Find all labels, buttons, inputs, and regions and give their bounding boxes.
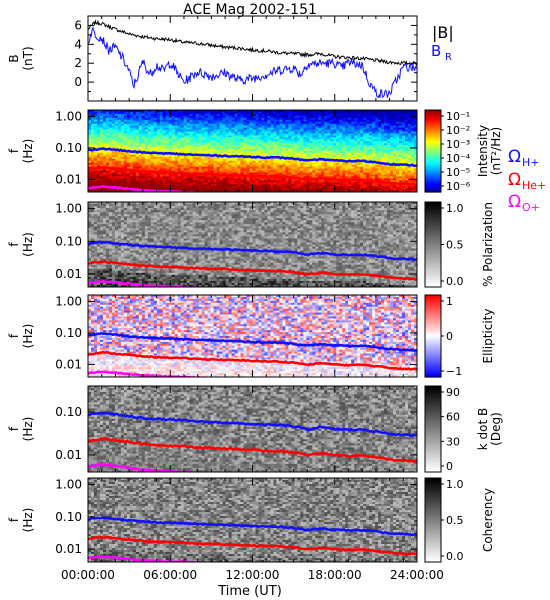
colorbar-tick-label: 10⁻⁶ — [446, 180, 471, 193]
legend-b-r: B — [431, 42, 441, 60]
y-tick-label: 0.10 — [55, 141, 82, 155]
colorbar-tick-label: 10⁻¹ — [446, 110, 470, 123]
y-tick-label: 6 — [74, 18, 82, 32]
series-b-total — [88, 21, 417, 65]
colorbar-tick-label: 10⁻⁵ — [446, 166, 470, 179]
legend-b-total: |B| — [432, 23, 454, 42]
y-tick-label: 0.01 — [55, 172, 82, 186]
y-tick-label: 1.00 — [55, 109, 82, 123]
y-tick-label: 2 — [74, 56, 82, 70]
legend-b-r-subscript: R — [445, 52, 452, 63]
y-tick-label: 0 — [74, 75, 82, 89]
colorbar-tick-label: 10⁻² — [446, 124, 470, 137]
y-axis-label: f — [7, 148, 21, 153]
colorbar-label: Intensity — [476, 125, 490, 177]
y-tick-label: 4 — [74, 37, 82, 51]
colorbar-tick-label: 10⁻⁴ — [446, 152, 471, 165]
series-b-r — [88, 28, 417, 98]
y-axis-unit: (Hz) — [21, 139, 35, 164]
colorbar-tick-label: 10⁻³ — [446, 138, 470, 151]
y-axis-label: B — [7, 54, 21, 62]
colorbar-unit: (nT²/Hz) — [489, 127, 503, 175]
y-axis-unit: (nT) — [21, 46, 35, 70]
